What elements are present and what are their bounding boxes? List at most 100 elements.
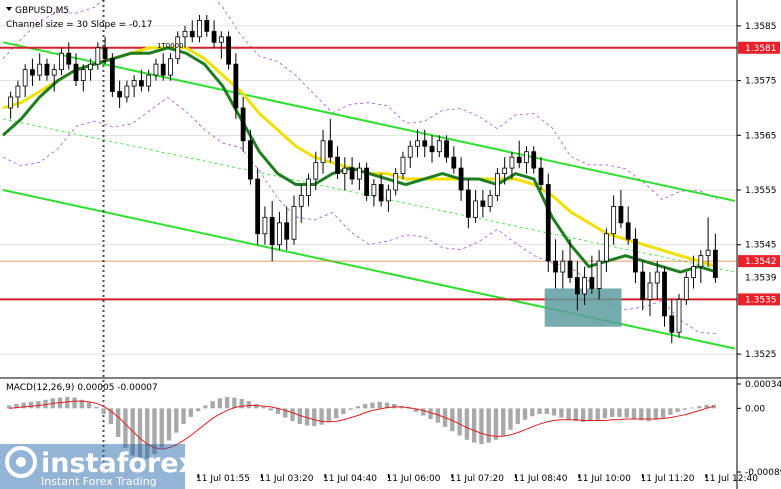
candle-body bbox=[277, 222, 282, 246]
macd-histogram-bar bbox=[682, 408, 688, 410]
candle bbox=[611, 195, 617, 245]
macd-histogram-bar bbox=[610, 408, 615, 417]
candle bbox=[509, 151, 515, 180]
candle bbox=[429, 135, 435, 163]
candle bbox=[306, 173, 311, 207]
candle-body bbox=[625, 222, 631, 240]
candle bbox=[415, 129, 420, 158]
candle bbox=[37, 53, 43, 81]
candle-body bbox=[662, 271, 667, 317]
candle bbox=[15, 80, 21, 108]
candle-body bbox=[364, 167, 370, 196]
macd-histogram-bar bbox=[283, 408, 288, 418]
candle-body bbox=[458, 167, 464, 191]
candle bbox=[66, 42, 72, 70]
macd-histogram-bar bbox=[152, 408, 157, 455]
instaforex-logo: instaforex Instant Forex Trading bbox=[0, 444, 196, 489]
macd-histogram-bar bbox=[493, 408, 499, 440]
macd-histogram-bar bbox=[108, 408, 114, 425]
macd-histogram-bar bbox=[86, 402, 92, 409]
candle-body bbox=[705, 249, 711, 257]
highlight-rect bbox=[544, 288, 622, 327]
candle bbox=[400, 151, 406, 180]
candle bbox=[538, 157, 544, 190]
macd-histogram-bar bbox=[319, 408, 324, 425]
macd-histogram-bar bbox=[660, 408, 666, 418]
candle bbox=[153, 58, 159, 81]
macd-histogram-bar bbox=[668, 408, 673, 415]
candle-body bbox=[95, 47, 101, 65]
candle bbox=[277, 211, 282, 251]
macd-histogram-bar bbox=[675, 408, 680, 412]
candle bbox=[8, 91, 14, 119]
price-tick-label: 1.3525 bbox=[745, 350, 777, 360]
macd-histogram-bar bbox=[261, 406, 266, 409]
candle-body bbox=[574, 277, 580, 295]
candle bbox=[647, 272, 653, 316]
candle bbox=[335, 146, 340, 180]
candle-body bbox=[15, 85, 21, 98]
candle-body bbox=[567, 260, 573, 278]
macd-histogram-bar bbox=[268, 408, 273, 411]
candle-body bbox=[553, 260, 558, 273]
price-tick-label: 1.3545 bbox=[745, 241, 777, 251]
candle bbox=[226, 31, 231, 70]
candle-body bbox=[313, 162, 319, 180]
dashed-time-guides bbox=[102, 0, 105, 474]
macd-histogram-bar bbox=[428, 408, 433, 420]
candle-body bbox=[698, 255, 704, 267]
price-tag-label: 1.3542 bbox=[745, 257, 777, 267]
macd-histogram-bar bbox=[341, 408, 346, 415]
candle-body bbox=[189, 30, 195, 38]
candle bbox=[516, 140, 522, 169]
candle bbox=[291, 195, 297, 245]
macd-histogram-bar bbox=[130, 408, 135, 456]
macd-histogram-bar bbox=[275, 408, 281, 415]
macd-histogram-bar bbox=[559, 408, 564, 418]
macd-histogram-bar bbox=[515, 408, 520, 425]
candle bbox=[189, 20, 195, 43]
macd-histogram-bar bbox=[363, 404, 368, 409]
candle-body bbox=[676, 299, 682, 333]
dropdown-arrow-icon[interactable] bbox=[6, 7, 12, 11]
candle-body bbox=[306, 178, 311, 196]
macd-histogram-bar bbox=[551, 408, 557, 416]
macd-histogram-bar bbox=[312, 408, 317, 427]
candle bbox=[44, 58, 50, 81]
candle bbox=[712, 233, 718, 283]
candle bbox=[436, 135, 442, 158]
macd-histogram-bar bbox=[566, 408, 571, 420]
candle bbox=[131, 75, 137, 97]
macd-histogram-bar bbox=[486, 408, 491, 443]
macd-histogram-bar bbox=[43, 399, 48, 409]
candle-body bbox=[139, 80, 144, 87]
macd-histogram-bar bbox=[181, 408, 186, 425]
candle bbox=[313, 151, 319, 190]
candle-body bbox=[342, 167, 348, 174]
time-tick-label: 11 Jul 07:20 bbox=[450, 474, 504, 484]
macd-histogram-bar bbox=[21, 402, 26, 409]
candle bbox=[197, 14, 202, 43]
candle bbox=[168, 53, 173, 81]
candle-body bbox=[233, 63, 239, 109]
candle-body bbox=[451, 156, 457, 169]
candle-body bbox=[516, 156, 522, 164]
candle bbox=[247, 129, 253, 185]
macd-histogram-bar bbox=[333, 408, 339, 419]
macd-histogram-bar bbox=[79, 399, 85, 409]
candle-body bbox=[371, 184, 377, 196]
candle bbox=[683, 272, 689, 305]
candle-body bbox=[66, 52, 72, 65]
candle-body bbox=[589, 277, 595, 289]
candle-body bbox=[117, 91, 123, 98]
macd-histogram-bar bbox=[246, 401, 252, 409]
bollinger-lower bbox=[2, 96, 718, 335]
macd-histogram-bar bbox=[413, 408, 419, 412]
candle bbox=[30, 58, 35, 87]
candle bbox=[269, 200, 275, 262]
candle bbox=[233, 53, 239, 119]
macd-histogram-bar bbox=[522, 408, 528, 420]
price-tag-bg bbox=[738, 293, 780, 306]
candle-body bbox=[182, 30, 188, 38]
candle bbox=[691, 255, 696, 289]
